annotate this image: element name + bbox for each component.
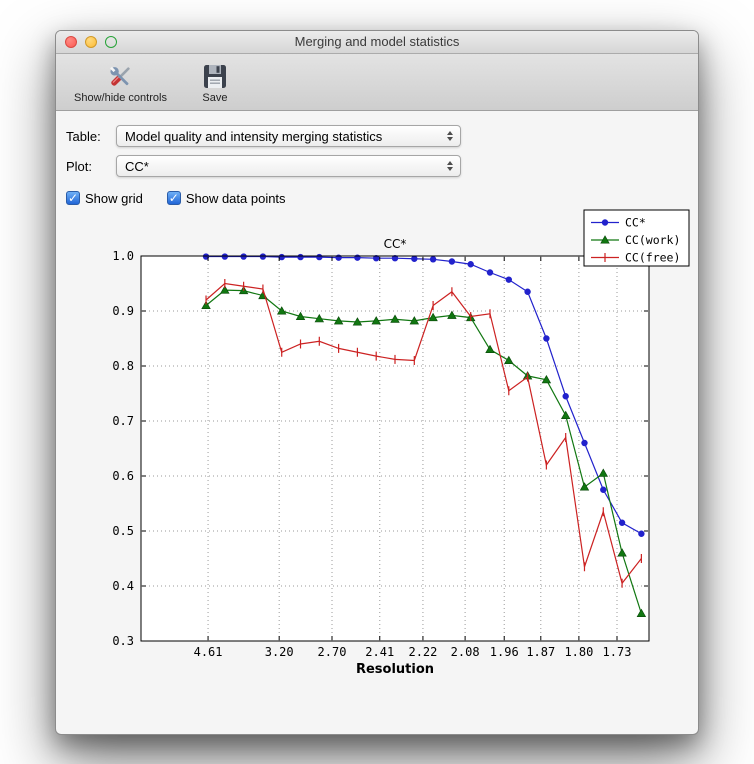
show-grid-checkbox[interactable]: ✓ Show grid [66,191,143,206]
svg-text:0.3: 0.3 [112,634,134,648]
plot-dropdown-value: CC* [125,158,149,174]
show-data-points-label: Show data points [185,190,286,206]
toolbar-item-label: Save [202,91,228,104]
svg-text:2.22: 2.22 [408,645,437,659]
plot-dropdown[interactable]: CC* [116,155,461,177]
svg-text:0.9: 0.9 [112,304,134,318]
table-dropdown[interactable]: Model quality and intensity merging stat… [116,125,461,147]
show-grid-label: Show grid [85,190,143,206]
titlebar[interactable]: Merging and model statistics [56,31,698,54]
series-line-CC(free) [205,282,642,585]
save-icon [201,61,229,91]
minimize-button[interactable] [85,36,97,48]
svg-text:1.0: 1.0 [112,249,134,263]
show-hide-controls-button[interactable]: Show/hide controls [68,59,173,106]
save-button[interactable]: Save [195,59,235,106]
statistics-chart: 0.3 0.4 0.5 0.6 0.7 0.8 0.9 1.0 4.61 3.20 2.70 2.41… [112,209,690,677]
series-line-CC(work) [205,289,642,614]
svg-text:1.96: 1.96 [490,645,519,659]
traffic-lights [65,36,117,48]
svg-text:0.8: 0.8 [112,359,134,373]
x-axis-label: Resolution [356,662,434,677]
app-window: Merging and model statistics [55,30,699,735]
plot-label: Plot: [66,158,93,174]
toolbar-item-label: Show/hide controls [74,91,167,104]
window-title: Merging and model statistics [294,34,460,49]
svg-text:2.41: 2.41 [365,645,394,659]
svg-text:1.80: 1.80 [564,645,593,659]
chart-title: CC* [384,237,407,251]
svg-text:4.61: 4.61 [194,645,223,659]
svg-text:0.7: 0.7 [112,414,134,428]
svg-text:0.4: 0.4 [112,579,134,593]
svg-text:1.87: 1.87 [526,645,555,659]
checkbox-icon: ✓ [166,190,181,205]
checkbox-icon: ✓ [66,190,80,205]
table-label: Table: [66,128,101,144]
toolbar: Show/hide controls Save [56,54,698,111]
controls-panel: Table: Model quality and intensity mergi… [56,111,698,213]
zoom-button[interactable] [105,36,117,48]
show-data-points-checkbox[interactable]: ✓ Show data points [166,190,286,206]
dropdown-arrows-icon [447,161,453,171]
dropdown-arrows-icon [447,131,453,141]
legend-label: CC(work) [625,233,680,247]
legend-label: CC(free) [625,251,680,265]
tools-icon [105,61,135,91]
svg-text:2.08: 2.08 [451,645,480,659]
legend-box [583,209,690,267]
svg-text:0.5: 0.5 [112,524,134,538]
svg-text:0.6: 0.6 [112,469,134,483]
table-dropdown-value: Model quality and intensity merging stat… [125,128,383,144]
svg-text:3.20: 3.20 [265,645,294,659]
close-button[interactable] [65,36,77,48]
svg-text:1.73: 1.73 [603,645,632,659]
legend-label: CC* [625,216,646,230]
svg-text:2.70: 2.70 [318,645,347,659]
